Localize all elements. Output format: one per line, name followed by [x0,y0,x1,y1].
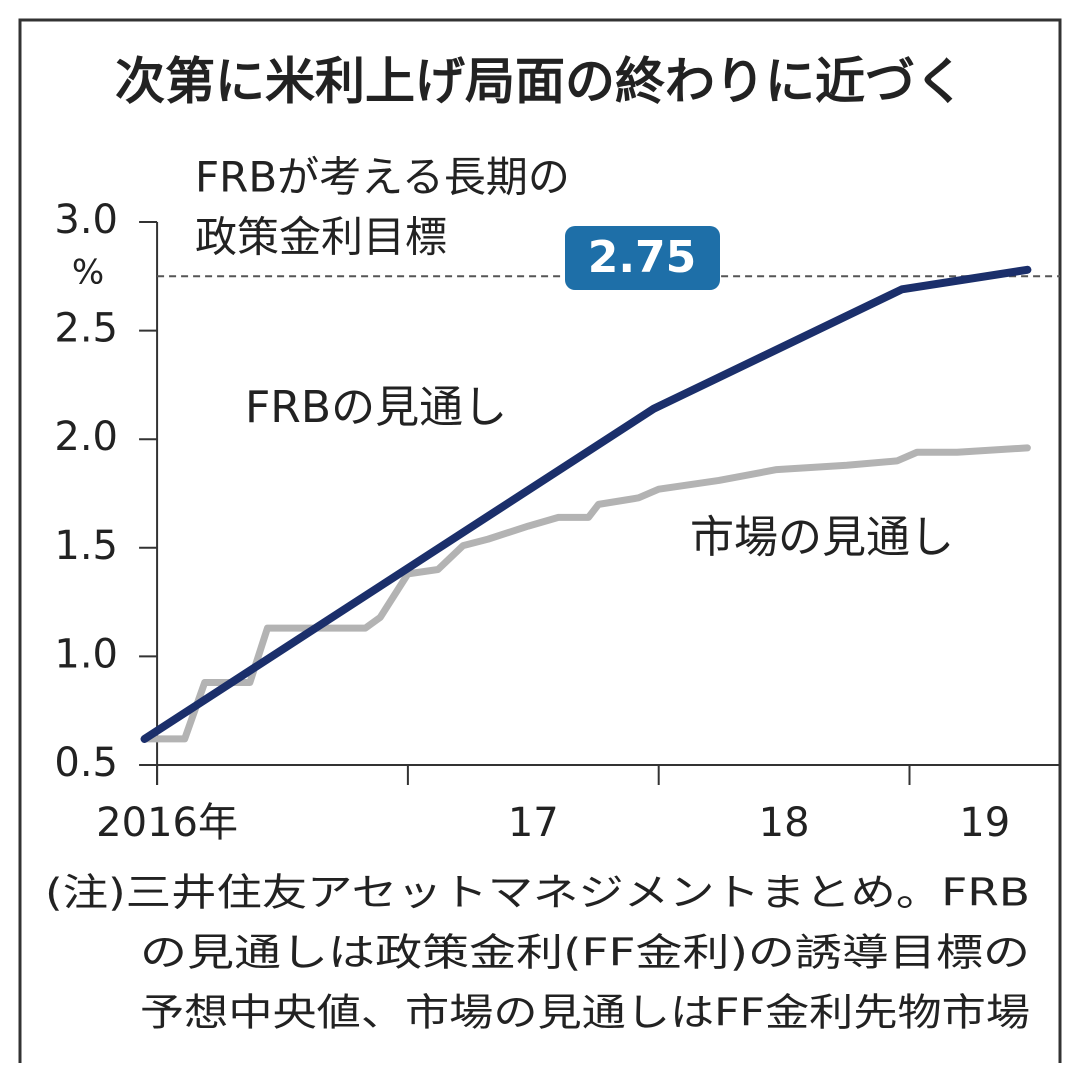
series-line [140,265,1032,743]
note: の見通しは政策金利(FF金利)の誘導目標の [140,931,1030,975]
x-tick-label: 2016年 [96,800,238,846]
frame [18,18,1062,1067]
x-tick-label: 17 [508,800,559,846]
y-tick-label: 0.5 [54,740,118,786]
series-label: FRBの見通し [245,382,507,433]
x-tick-label: 18 [759,800,810,846]
y-tick-label: 2.5 [54,306,118,352]
reference-label: FRBが考える長期の [195,153,570,202]
series-label: 市場の見通し [690,512,954,563]
x-tick-label: 19 [959,800,1010,846]
note: (注)三井住友アセットマネジメントまとめ。FRB [45,871,1030,915]
reference-label: 政策金利目標 [195,213,447,262]
reference-value: 2.75 [588,232,697,283]
y-tick-label: 1.5 [54,523,118,569]
series-line [141,444,1031,743]
y-tick-label: 2.0 [54,414,118,460]
chart-title: 次第に米利上げ局面の終わりに近づく [115,53,965,111]
reference-badge [565,226,720,290]
note: 予想中央値、市場の見通しはFF金利先物市場 [140,991,1030,1035]
y-tick-label: 1.0 [54,631,118,677]
y-tick-label: 3.0 [54,197,118,243]
y-unit: % [72,253,104,293]
